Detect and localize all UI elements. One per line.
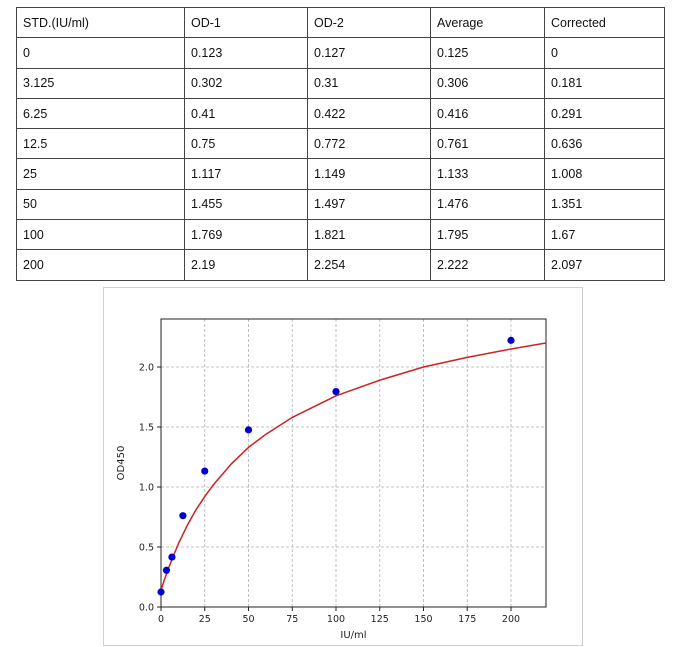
table-cell: 0.75 xyxy=(184,128,308,160)
table-cell: 0.31 xyxy=(307,67,431,99)
table-cell: 0.416 xyxy=(430,97,545,130)
data-point xyxy=(168,553,176,561)
table-cell: 1.497 xyxy=(307,188,431,221)
table-cell: 0.291 xyxy=(544,97,665,130)
x-tick-label: 125 xyxy=(371,614,389,625)
table-cell: 1.149 xyxy=(307,158,431,190)
x-tick-label: 150 xyxy=(414,614,432,625)
x-tick-label: 0 xyxy=(158,614,164,625)
table-cell: 0 xyxy=(16,37,185,69)
table-row: 0 0.123 0.127 0.125 0 xyxy=(16,37,665,69)
table-row: 50 1.455 1.497 1.476 1.351 xyxy=(16,188,665,221)
table-cell: 0.123 xyxy=(184,37,308,69)
table-cell: 1.476 xyxy=(430,188,545,221)
column-header-average: Average xyxy=(430,6,545,39)
table-cell: 1.821 xyxy=(307,219,431,251)
table-cell: 3.125 xyxy=(16,67,185,99)
standard-curve-table: STD.(IU/ml) OD-1 OD-2 Average Corrected … xyxy=(16,6,665,281)
table-cell: 1.133 xyxy=(430,158,545,190)
table-cell: 1.795 xyxy=(430,219,545,251)
table-cell: 200 xyxy=(16,249,185,281)
data-point xyxy=(179,512,187,520)
x-tick-label: 50 xyxy=(242,614,254,625)
x-tick-label: 100 xyxy=(327,614,345,625)
table-cell: 1.008 xyxy=(544,158,665,190)
data-point xyxy=(162,566,171,574)
x-tick-label: 25 xyxy=(199,614,211,625)
table-row: 25 1.117 1.149 1.133 1.008 xyxy=(16,158,665,190)
y-tick-label: 1.5 xyxy=(139,423,154,434)
table-cell: 2.19 xyxy=(184,249,308,281)
table-cell: 12.5 xyxy=(16,128,185,160)
x-tick-label: 75 xyxy=(286,614,298,625)
table-cell: 2.222 xyxy=(430,249,545,281)
x-tick-label: 200 xyxy=(502,614,520,625)
y-tick-label: 2.0 xyxy=(139,363,154,374)
table-row: 3.125 0.302 0.31 0.306 0.181 xyxy=(16,67,665,99)
chart-figure: 0 25 50 75 100 125 150 175 200 0.0 0.5 1.0 1.5 2.0 IU/… xyxy=(103,287,583,646)
table-cell: 1.67 xyxy=(544,219,665,251)
table-cell: 0.772 xyxy=(307,128,431,160)
table-cell: 0.181 xyxy=(544,67,665,99)
data-point xyxy=(201,467,209,475)
table-row: 200 2.19 2.254 2.222 2.097 xyxy=(16,249,665,281)
table-cell: 100 xyxy=(16,219,185,251)
x-tick-label: 175 xyxy=(458,614,476,625)
y-tick-label: 0.0 xyxy=(139,603,154,614)
data-point xyxy=(332,388,340,396)
data-point xyxy=(507,336,515,344)
table-cell: 1.117 xyxy=(184,158,308,190)
table-row: 12.5 0.75 0.772 0.761 0.636 xyxy=(16,128,665,160)
x-axis-title: IU/ml xyxy=(340,630,366,641)
data-point xyxy=(244,426,253,434)
table-cell: 50 xyxy=(16,188,185,221)
table-cell: 2.254 xyxy=(307,249,431,281)
table-row: 6.25 0.41 0.422 0.416 0.291 xyxy=(16,97,665,130)
table-cell: 0 xyxy=(544,37,665,69)
table-cell: 0.127 xyxy=(307,37,431,69)
table-cell: 0.125 xyxy=(430,37,545,69)
table-cell: 0.636 xyxy=(544,128,665,160)
table-cell: 0.302 xyxy=(184,67,308,99)
plot-area-frame xyxy=(160,318,547,608)
column-header-std: STD.(IU/ml) xyxy=(16,6,185,39)
standard-curve-chart: 0 25 50 75 100 125 150 175 200 0.0 0.5 1.0 1.5 2.0 IU/… xyxy=(116,318,547,641)
table-cell: 6.25 xyxy=(16,97,185,130)
y-tick-label: 0.5 xyxy=(139,543,154,554)
table-header-row: STD.(IU/ml) OD-1 OD-2 Average Corrected xyxy=(16,6,665,39)
column-header-corrected: Corrected xyxy=(544,6,665,39)
column-header-od1: OD-1 xyxy=(184,6,308,39)
table-cell: 0.306 xyxy=(430,67,545,99)
table-cell: 25 xyxy=(16,158,185,190)
table-cell: 0.761 xyxy=(430,128,545,160)
column-header-od2: OD-2 xyxy=(307,6,431,39)
y-tick-label: 1.0 xyxy=(139,483,154,494)
table-cell: 1.455 xyxy=(184,188,308,221)
table-row: 100 1.769 1.821 1.795 1.67 xyxy=(16,219,665,251)
table-cell: 2.097 xyxy=(544,249,665,281)
fit-curve-line xyxy=(161,342,546,591)
table-cell: 0.41 xyxy=(184,97,308,130)
table-cell: 0.422 xyxy=(307,97,431,130)
y-axis-title: OD450 xyxy=(116,446,127,481)
table-cell: 1.351 xyxy=(544,188,665,221)
data-point xyxy=(157,588,165,596)
table-cell: 1.769 xyxy=(184,219,308,251)
